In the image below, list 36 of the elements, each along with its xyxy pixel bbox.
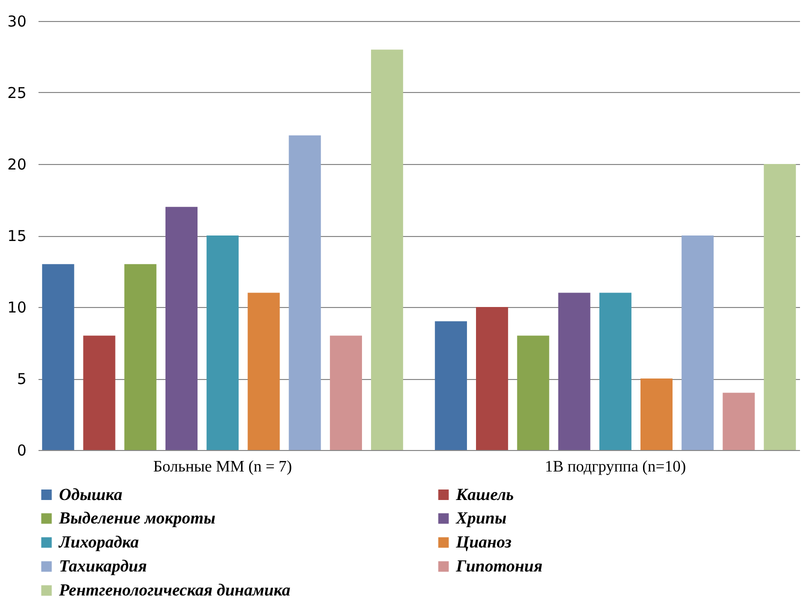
legend-label: Одышка [59, 484, 123, 504]
x-tick-label: 1В подгруппа (n=10) [544, 458, 686, 476]
bar [640, 378, 673, 450]
bar [165, 206, 198, 450]
x-tick-label: Больные ММ (n = 7) [153, 458, 292, 476]
y-tick-label: 0 [16, 442, 26, 460]
bar [371, 50, 404, 450]
bar [330, 336, 362, 450]
legend-label: Цианоз [455, 532, 512, 552]
bar [476, 307, 508, 450]
bar [83, 336, 116, 450]
legend-label: Выделение мокроты [58, 508, 216, 528]
y-tick-label: 5 [16, 370, 26, 388]
y-tick-label: 10 [7, 298, 26, 316]
y-tick-label: 15 [7, 227, 26, 245]
bar [124, 264, 156, 450]
legend-label: Тахикардия [59, 556, 148, 576]
legend-label: Лихорадка [58, 532, 140, 552]
y-tick-label: 20 [7, 156, 26, 174]
bar [599, 292, 632, 450]
legend-label: Рентгенологическая динамика [58, 580, 291, 600]
bar [434, 321, 467, 450]
bar [206, 236, 239, 450]
legend-label: Хрипы [455, 508, 507, 528]
bar [517, 336, 550, 450]
bar [764, 164, 796, 450]
bar [722, 392, 755, 450]
bar [288, 135, 321, 450]
bar [682, 236, 714, 450]
y-tick-label: 30 [7, 12, 26, 30]
legend-label: Гипотония [455, 556, 543, 576]
legend-label: Кашель [455, 484, 514, 504]
bar [558, 292, 590, 450]
bar [42, 264, 74, 450]
y-tick-label: 25 [7, 84, 26, 102]
bar [248, 292, 280, 450]
